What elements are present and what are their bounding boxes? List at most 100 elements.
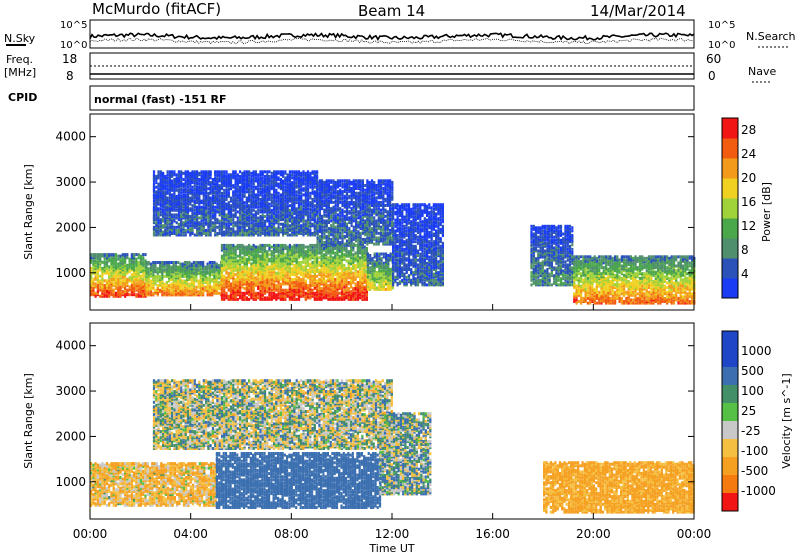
data-cell xyxy=(255,284,257,287)
data-cell xyxy=(266,296,268,299)
data-cell xyxy=(186,286,188,289)
data-cell xyxy=(271,283,273,286)
data-cell xyxy=(241,286,243,289)
data-cell xyxy=(191,281,193,284)
data-cell xyxy=(289,293,291,296)
data-cell xyxy=(99,289,101,292)
data-cell xyxy=(150,290,152,293)
data-cell xyxy=(99,253,101,256)
data-cell xyxy=(191,287,193,290)
data-cell xyxy=(161,261,163,264)
data-cell xyxy=(110,272,112,275)
data-cell xyxy=(280,289,282,292)
data-cell xyxy=(92,262,94,265)
beam-title: Beam 14 xyxy=(358,2,425,20)
data-cell xyxy=(122,286,124,289)
data-cell xyxy=(225,279,227,282)
data-cell xyxy=(131,284,133,287)
data-cell xyxy=(264,296,266,299)
data-cell xyxy=(92,287,94,290)
data-cell xyxy=(115,273,117,276)
data-cell xyxy=(157,284,159,287)
data-cell xyxy=(92,259,94,262)
data-cell xyxy=(152,261,154,264)
data-cell xyxy=(104,253,106,256)
data-cell xyxy=(266,266,268,269)
log-tick-left-top: 10^5 xyxy=(60,20,87,31)
data-cell xyxy=(289,279,291,282)
data-cell xyxy=(97,253,99,256)
data-cell xyxy=(280,255,282,258)
data-cell xyxy=(278,249,280,252)
data-cell xyxy=(92,253,94,256)
data-cell xyxy=(202,270,204,273)
data-cell xyxy=(154,283,156,286)
data-cell xyxy=(166,267,168,270)
data-cell xyxy=(211,286,213,289)
data-cell xyxy=(230,250,232,253)
data-cell xyxy=(266,290,268,293)
data-cell xyxy=(284,296,286,299)
data-cell xyxy=(275,272,277,275)
data-cell xyxy=(186,264,188,267)
data-cell xyxy=(150,280,152,283)
data-cell xyxy=(248,298,250,301)
data-cell xyxy=(275,276,277,279)
data-cell xyxy=(268,287,270,290)
data-cell xyxy=(250,272,252,275)
data-cell xyxy=(204,266,206,269)
data-cell xyxy=(235,246,237,249)
data-cell xyxy=(241,292,243,295)
data-cell xyxy=(237,244,239,247)
data-cell xyxy=(108,272,110,275)
data-cell xyxy=(266,272,268,275)
data-cell xyxy=(268,253,270,256)
data-cell xyxy=(287,273,289,276)
data-cell xyxy=(138,293,140,296)
data-cell xyxy=(138,282,140,285)
data-cell xyxy=(259,244,261,247)
data-cell xyxy=(273,267,275,270)
data-cell xyxy=(106,253,108,256)
data-cell xyxy=(259,255,261,258)
data-cell xyxy=(287,289,289,292)
data-cell xyxy=(161,293,163,296)
data-cell xyxy=(216,272,218,275)
data-cell xyxy=(119,255,121,258)
data-cell xyxy=(239,249,241,252)
data-cell xyxy=(209,270,211,273)
data-cell xyxy=(218,275,220,278)
data-cell xyxy=(223,250,225,253)
data-cell xyxy=(211,273,213,276)
data-cell xyxy=(230,272,232,275)
data-cell xyxy=(287,279,289,282)
data-cell xyxy=(237,259,239,262)
data-cell xyxy=(193,287,195,290)
data-cell xyxy=(255,246,257,249)
data-cell xyxy=(173,261,175,264)
data-cell xyxy=(198,261,200,264)
data-cell xyxy=(244,246,246,249)
data-cell xyxy=(186,261,188,264)
data-cell xyxy=(268,281,270,284)
data-cell xyxy=(246,276,248,279)
data-cell xyxy=(168,280,170,283)
data-cell xyxy=(166,284,168,287)
data-cell xyxy=(152,273,154,276)
data-cell xyxy=(108,279,110,282)
data-cell xyxy=(221,264,223,267)
data-cell xyxy=(108,265,110,268)
data-cell xyxy=(182,263,184,266)
data-cell xyxy=(221,287,223,290)
data-cell xyxy=(164,266,166,269)
data-cell xyxy=(129,286,131,289)
data-cell xyxy=(213,261,215,264)
data-cell xyxy=(188,275,190,278)
data-cell xyxy=(282,244,284,247)
data-cell xyxy=(122,253,124,256)
data-cell xyxy=(166,261,168,264)
data-cell xyxy=(244,273,246,276)
data-cell xyxy=(262,244,264,247)
data-cell xyxy=(228,262,230,265)
data-cell xyxy=(202,284,204,287)
